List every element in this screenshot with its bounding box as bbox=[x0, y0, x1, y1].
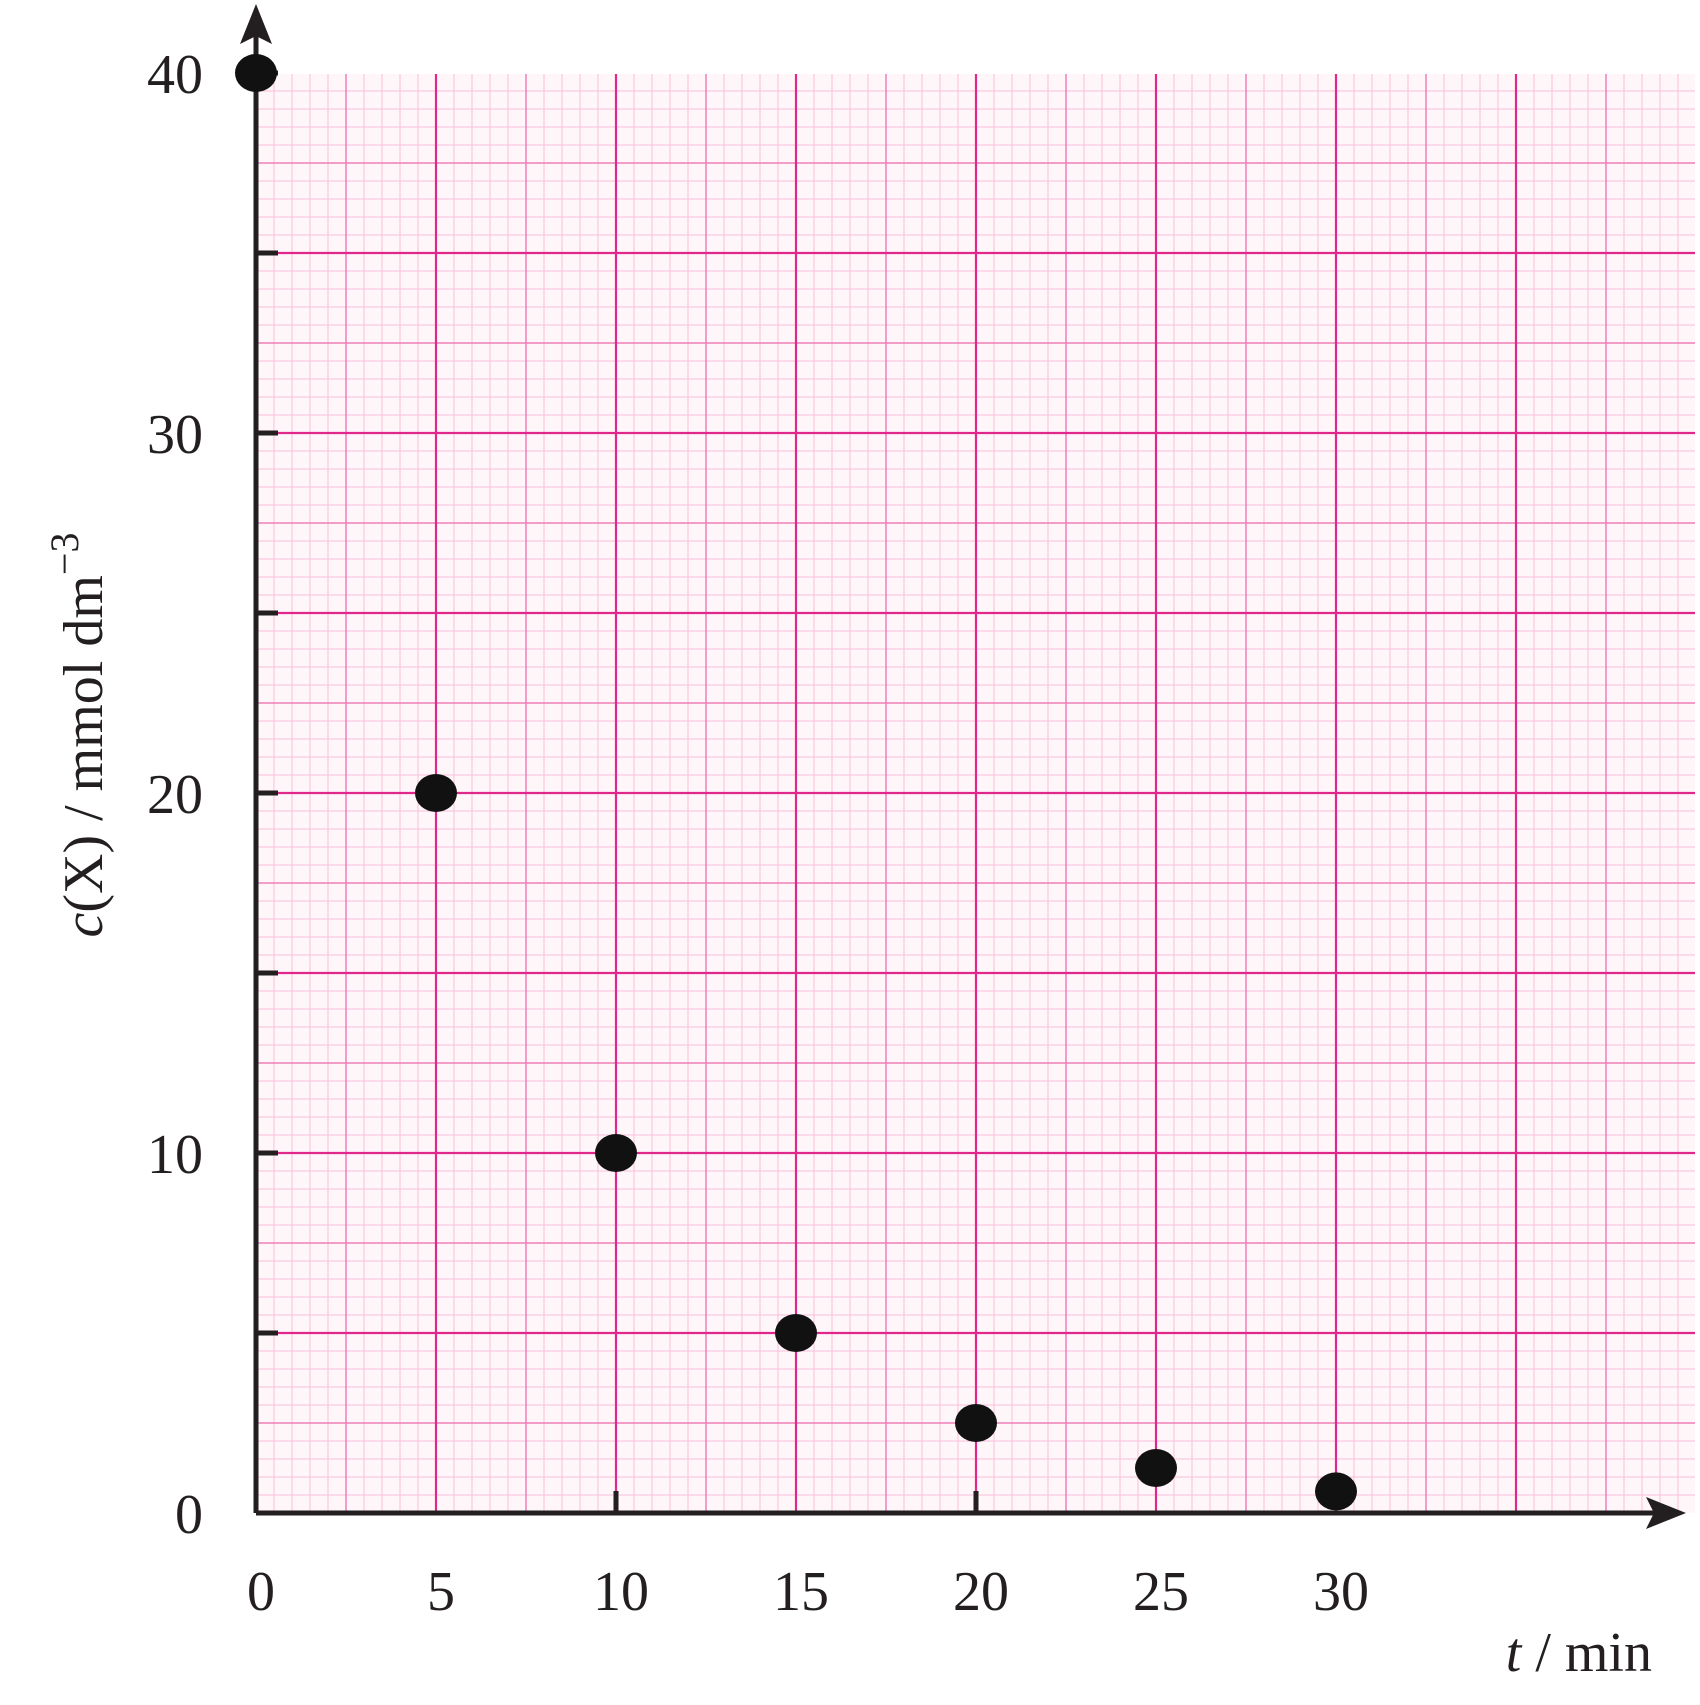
x-tick-label: 20 bbox=[953, 1561, 1009, 1623]
y-tick-label: 0 bbox=[175, 1484, 203, 1546]
data-point bbox=[415, 774, 457, 812]
x-tick-label: 5 bbox=[427, 1561, 455, 1623]
x-tick-label: 25 bbox=[1133, 1561, 1189, 1623]
y-axis-superscript: −3 bbox=[42, 533, 87, 576]
data-point bbox=[775, 1314, 817, 1352]
y-tick-label: 10 bbox=[147, 1124, 203, 1186]
axes bbox=[240, 4, 1686, 1529]
tick-labels: 0 5 10 15 20 25 30 0 10 20 30 40 bbox=[147, 44, 1369, 1623]
x-axis-unit: / min bbox=[1521, 1622, 1652, 1684]
x-tick-label: 30 bbox=[1313, 1561, 1369, 1623]
y-axis-title: c(X) / mmol dm−3 bbox=[42, 533, 115, 938]
x-axis-symbol: t bbox=[1506, 1622, 1523, 1684]
data-point bbox=[955, 1404, 997, 1442]
y-tick-label: 20 bbox=[147, 764, 203, 826]
data-points bbox=[235, 54, 1357, 1511]
y-tick-label: 30 bbox=[147, 404, 203, 466]
x-tick-label: 0 bbox=[247, 1561, 275, 1623]
data-point bbox=[1135, 1449, 1177, 1487]
x-tick-label: 15 bbox=[773, 1561, 829, 1623]
y-tick-label: 40 bbox=[147, 44, 203, 106]
data-point bbox=[235, 54, 277, 92]
grid bbox=[256, 74, 1695, 1513]
x-tick-label: 10 bbox=[593, 1561, 649, 1623]
x-axis-arrow bbox=[1646, 1497, 1686, 1529]
y-axis-arrow bbox=[240, 4, 272, 44]
data-point bbox=[1315, 1472, 1357, 1511]
x-axis-title: t / min bbox=[1506, 1622, 1652, 1684]
data-point bbox=[595, 1134, 637, 1172]
y-axis-text: (X) / mmol dm bbox=[53, 575, 115, 913]
y-axis-symbol: c bbox=[53, 912, 115, 937]
